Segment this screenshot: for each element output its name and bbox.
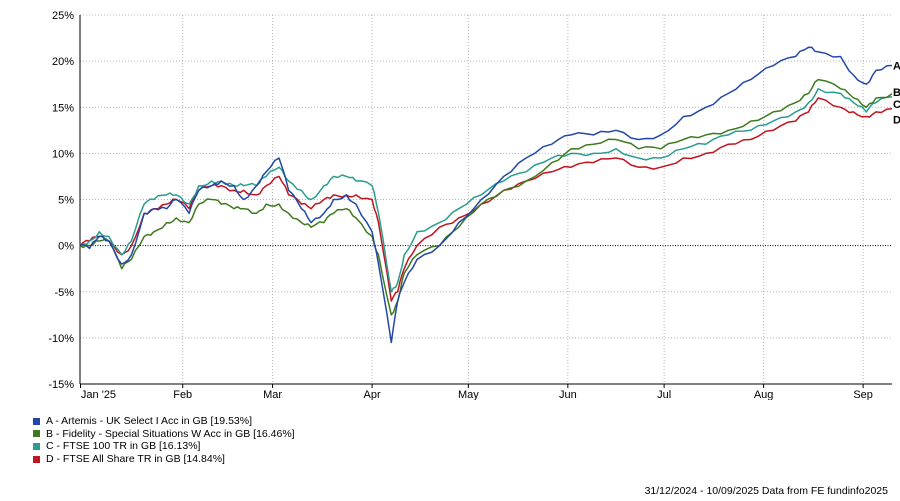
y-tick-label: -10% [48, 333, 74, 345]
legend-item-a: A - Artemis - UK Select I Acc in GB [19.… [33, 415, 295, 428]
x-tick-label: Mar [263, 389, 282, 400]
series-line-b [79, 78, 893, 316]
legend-label-c: C - FTSE 100 TR in GB [16.13%] [46, 440, 201, 453]
series-line-a [79, 46, 893, 344]
legend-swatch-c [33, 442, 40, 450]
y-tick-label: -15% [48, 379, 74, 391]
x-tick-label: May [458, 389, 479, 400]
x-tick-label: Sep [853, 389, 873, 400]
series-end-label-b: B [893, 87, 900, 99]
legend-item-d: D - FTSE All Share TR in GB [14.84%] [33, 453, 295, 466]
x-tick-label: Jun [559, 389, 577, 400]
x-tick-label: Feb [173, 389, 192, 400]
y-tick-label: 0% [58, 241, 74, 253]
y-tick-label: 15% [52, 102, 74, 114]
footer-source-text: 31/12/2024 - 10/09/2025 Data from FE fun… [644, 485, 888, 497]
y-tick-label: 10% [52, 148, 74, 160]
series-end-label-d: D [893, 115, 900, 127]
legend-label-a: A - Artemis - UK Select I Acc in GB [19.… [46, 415, 252, 427]
series-line-c [79, 88, 893, 293]
legend-swatch-a [33, 417, 40, 425]
y-tick-label: 20% [52, 56, 74, 68]
line-chart: -15% -10% -5% 0% 5% 10% 15% 20% 25% Jan '25 Feb Mar… [48, 10, 900, 400]
legend-label-b: B - Fidelity - Special Situations W Acc … [46, 427, 295, 440]
legend-label-d: D - FTSE All Share TR in GB [14.84%] [46, 452, 225, 465]
x-tick-label: Aug [754, 389, 774, 400]
legend-item-b: B - Fidelity - Special Situations W Acc … [33, 428, 295, 441]
legend: A - Artemis - UK Select I Acc in GB [19.… [33, 415, 295, 465]
legend-swatch-d [33, 455, 40, 463]
legend-item-c: C - FTSE 100 TR in GB [16.13%] [33, 440, 295, 453]
series-end-label-a: A [893, 60, 900, 72]
y-tick-label: -5% [54, 287, 74, 299]
y-tick-label: 25% [52, 10, 74, 22]
x-tick-label: Jan '25 [81, 389, 116, 400]
legend-swatch-b [33, 430, 40, 438]
series-end-label-c: C [893, 99, 900, 111]
y-tick-label: 5% [58, 195, 74, 207]
x-tick-label: Apr [364, 389, 381, 400]
x-tick-label: Jul [657, 389, 671, 400]
